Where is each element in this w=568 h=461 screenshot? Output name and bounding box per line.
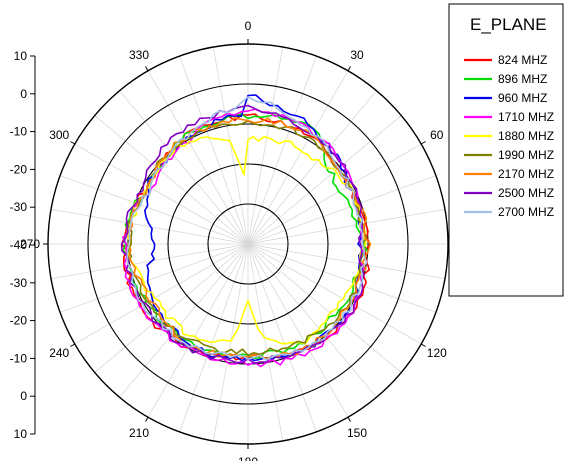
legend-label: 1710 MHZ — [498, 110, 554, 124]
grid-ring — [207, 203, 289, 285]
grid-spoke — [247, 243, 349, 418]
angle-label: 60 — [430, 128, 444, 142]
angle-label: 300 — [49, 128, 69, 142]
grid-spoke — [247, 70, 349, 245]
grid-spoke — [247, 46, 284, 245]
series-line — [126, 96, 368, 361]
legend-label: 1880 MHZ — [498, 129, 554, 143]
grid-spoke — [119, 243, 249, 398]
grid-spoke — [59, 243, 249, 313]
grid-spoke — [50, 243, 249, 280]
angle-tick — [347, 416, 351, 422]
grid-spoke — [247, 243, 284, 442]
grid-spoke — [94, 115, 249, 245]
radial-axis-label: -40 — [10, 238, 28, 252]
angle-tick — [70, 343, 76, 347]
legend-label: 824 MHZ — [498, 53, 547, 67]
grid-spoke — [74, 243, 249, 345]
angle-label: 330 — [129, 48, 149, 62]
radial-axis-label: 0 — [20, 389, 27, 403]
grid-spoke — [247, 243, 402, 373]
legend-label: 896 MHZ — [498, 72, 547, 86]
legend-label: 2500 MHZ — [498, 186, 554, 200]
angle-label: 210 — [129, 426, 149, 440]
angle-tick — [420, 141, 426, 145]
grid-spoke — [50, 208, 249, 245]
legend-label: 2700 MHZ — [498, 205, 554, 219]
radial-axis-label: -10 — [10, 125, 28, 139]
radial-axis-label: -30 — [10, 200, 28, 214]
radial-axis-label: 0 — [20, 87, 27, 101]
grid-spoke — [74, 143, 249, 245]
radial-axis-label: -20 — [10, 314, 28, 328]
radial-axis-label: 10 — [14, 49, 28, 63]
grid-spoke — [179, 55, 249, 245]
radial-axis-label: -20 — [10, 162, 28, 176]
grid-ring — [87, 83, 409, 405]
grid-spoke — [247, 243, 422, 345]
radial-axis-label: -10 — [10, 351, 28, 365]
grid-spoke — [119, 90, 249, 245]
angle-tick — [70, 141, 76, 145]
legend-label: 2170 MHZ — [498, 167, 554, 181]
grid-spoke — [247, 115, 402, 245]
grid-spoke — [247, 175, 437, 245]
grid-spoke — [212, 243, 249, 442]
grid-spoke — [247, 90, 377, 245]
angle-label: 0 — [245, 19, 252, 33]
angle-label: 120 — [427, 346, 447, 360]
angle-label: 150 — [347, 426, 367, 440]
angle-tick — [145, 416, 149, 422]
angle-label: 180 — [238, 455, 258, 461]
radial-axis-label: 10 — [14, 427, 28, 441]
series-line — [127, 135, 367, 345]
angle-tick — [347, 66, 351, 72]
grid-spoke — [247, 243, 437, 313]
legend-label: 960 MHZ — [498, 91, 547, 105]
angle-tick — [145, 66, 149, 72]
angle-label: 240 — [49, 346, 69, 360]
grid-spoke — [247, 243, 317, 433]
legend-box — [448, 3, 564, 297]
grid-spoke — [212, 46, 249, 245]
grid-spoke — [247, 208, 446, 245]
grid-spoke — [147, 70, 249, 245]
grid-spoke — [247, 243, 446, 280]
legend-title: E_PLANE — [470, 15, 547, 34]
angle-label: 30 — [350, 48, 364, 62]
grid-ring — [167, 163, 329, 325]
angle-tick — [420, 343, 426, 347]
radial-axis-label: -30 — [10, 276, 28, 290]
grid-spoke — [94, 243, 249, 373]
grid-spoke — [147, 243, 249, 418]
grid-spoke — [247, 243, 377, 398]
grid-spoke — [247, 55, 317, 245]
legend-label: 1990 MHZ — [498, 148, 554, 162]
grid-spoke — [247, 143, 422, 245]
grid-spoke — [179, 243, 249, 433]
grid-spoke — [59, 175, 249, 245]
